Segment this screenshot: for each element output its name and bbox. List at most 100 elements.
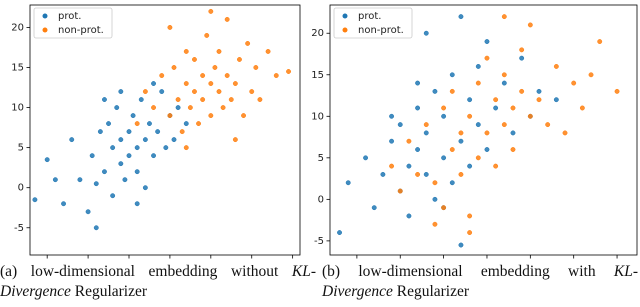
y-tick-label: -5 xyxy=(314,236,324,247)
point xyxy=(467,97,473,103)
point xyxy=(151,81,156,86)
point xyxy=(397,188,403,194)
legend-marker xyxy=(42,13,48,19)
point xyxy=(216,49,222,54)
legend-label: non-prot. xyxy=(58,25,104,36)
point xyxy=(114,105,120,111)
point xyxy=(52,177,58,183)
charts: -50510152025-505101520prot.non-prot.-505… xyxy=(11,4,638,271)
point xyxy=(163,145,169,151)
caption: (a) low-dimensional embedding without KL… xyxy=(0,262,316,302)
point xyxy=(224,16,230,22)
point xyxy=(406,138,412,144)
point xyxy=(380,171,386,177)
point xyxy=(142,137,148,143)
point xyxy=(232,137,238,143)
point xyxy=(441,113,447,119)
point xyxy=(527,113,533,119)
point xyxy=(449,180,455,186)
point xyxy=(484,130,490,136)
point xyxy=(69,137,75,143)
point xyxy=(553,97,559,103)
point xyxy=(510,105,516,111)
point xyxy=(484,55,490,61)
point xyxy=(467,163,473,169)
point xyxy=(493,163,499,169)
point xyxy=(110,145,116,151)
point xyxy=(93,225,99,231)
point xyxy=(571,80,577,86)
point xyxy=(179,129,185,135)
point xyxy=(423,171,429,177)
point xyxy=(142,185,148,191)
point xyxy=(110,193,116,199)
plot-frame xyxy=(329,4,638,256)
point xyxy=(237,57,242,62)
point xyxy=(588,72,594,78)
caption-rest: Regularizer xyxy=(74,283,148,300)
point xyxy=(415,171,421,177)
point xyxy=(89,153,95,159)
point xyxy=(126,129,132,135)
point xyxy=(493,105,499,111)
point xyxy=(171,65,177,70)
y-tick-label: 10 xyxy=(11,103,24,114)
point xyxy=(441,105,447,111)
point xyxy=(519,88,525,94)
point xyxy=(536,88,542,94)
legend-box xyxy=(33,7,113,39)
point xyxy=(216,89,222,94)
point xyxy=(212,65,218,70)
point xyxy=(501,72,507,78)
point xyxy=(253,65,259,70)
y-tick-label: 5 xyxy=(18,143,24,154)
point xyxy=(102,169,107,175)
point xyxy=(147,121,152,127)
point xyxy=(196,121,201,127)
point xyxy=(151,105,156,111)
point xyxy=(475,122,481,128)
point xyxy=(85,209,91,215)
point xyxy=(432,221,438,227)
caption-text: low-dimensional embedding with xyxy=(358,263,596,280)
point xyxy=(389,113,395,119)
point xyxy=(286,69,291,74)
point xyxy=(122,177,128,183)
point xyxy=(415,147,421,152)
point xyxy=(228,97,234,103)
point xyxy=(432,196,438,202)
point xyxy=(449,88,455,94)
point xyxy=(389,138,395,144)
point xyxy=(345,180,351,186)
point xyxy=(527,22,533,28)
point xyxy=(257,97,263,103)
point xyxy=(183,49,189,54)
point xyxy=(449,147,455,152)
point xyxy=(130,113,136,119)
point xyxy=(220,105,226,111)
point xyxy=(208,113,214,119)
point xyxy=(458,130,464,136)
point xyxy=(138,97,144,103)
point xyxy=(406,213,412,219)
point xyxy=(423,30,429,36)
point xyxy=(134,121,140,127)
point xyxy=(510,130,516,136)
point xyxy=(432,180,438,186)
point xyxy=(579,105,585,111)
point xyxy=(77,177,83,183)
point xyxy=(273,73,279,78)
point xyxy=(432,88,438,94)
point xyxy=(614,88,620,94)
point xyxy=(204,32,210,38)
point xyxy=(467,230,473,236)
point xyxy=(441,205,447,211)
point xyxy=(102,97,107,103)
point xyxy=(265,49,271,54)
point xyxy=(175,97,181,103)
point xyxy=(519,47,525,53)
point xyxy=(151,153,156,159)
point xyxy=(249,89,255,94)
point xyxy=(458,171,464,177)
